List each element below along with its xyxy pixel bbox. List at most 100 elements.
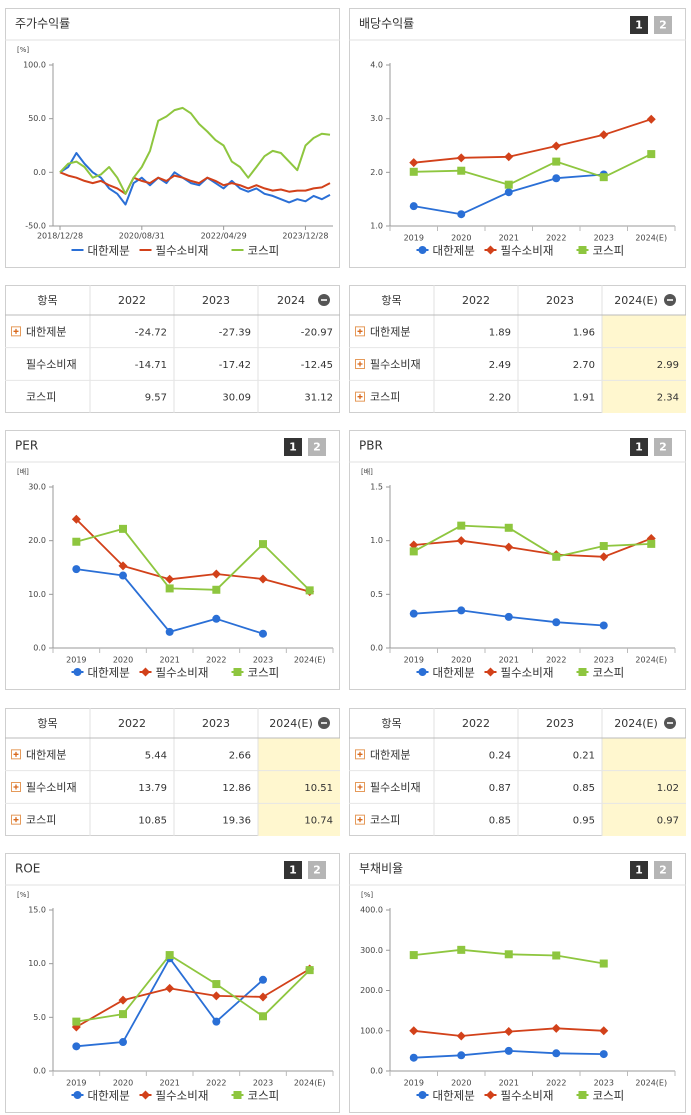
expand-icon[interactable] [13, 328, 19, 334]
y-tick-label: 0.0 [33, 1067, 46, 1076]
tab-label[interactable]: 2 [659, 441, 667, 454]
value-cell: 31.12 [304, 393, 333, 404]
expand-icon[interactable] [357, 817, 363, 823]
tab-label[interactable]: 2 [659, 19, 667, 32]
x-tick-label: 2021 [159, 1079, 179, 1088]
point-marker [165, 584, 174, 593]
point-marker [599, 552, 609, 562]
point-marker [599, 1050, 608, 1059]
tab-label[interactable]: 2 [313, 441, 321, 454]
tab-label[interactable]: 1 [635, 19, 643, 32]
tab-button[interactable] [630, 16, 648, 34]
legend-label: 필수소비재 [501, 666, 554, 680]
series-line [59, 106, 331, 195]
header-cell: 2023 [202, 717, 230, 730]
value-cell: -24.72 [135, 327, 167, 338]
tab-label[interactable]: 1 [635, 864, 643, 877]
series-line [76, 528, 311, 592]
highlight-cell [602, 803, 686, 836]
series-line [76, 954, 311, 1023]
row-label: 코스피 [370, 814, 400, 827]
panel [349, 853, 686, 1113]
series-line [59, 171, 331, 195]
value-cell: 0.85 [489, 816, 511, 827]
value-cell: 1.02 [657, 783, 679, 794]
point-marker [418, 246, 427, 254]
y-tick-label: 100.0 [360, 1026, 383, 1035]
y-tick-label: 400.0 [360, 906, 383, 915]
tab-button[interactable] [630, 438, 648, 456]
value-cell: 10.85 [138, 816, 167, 827]
panel-title: PER [15, 439, 38, 453]
value-cell: 0.97 [657, 816, 679, 827]
point-marker [646, 114, 656, 124]
tab-label[interactable]: 1 [635, 441, 643, 454]
tab-button[interactable] [630, 861, 648, 879]
expand-icon[interactable] [13, 784, 19, 790]
point-marker [71, 1022, 81, 1032]
panel [5, 853, 340, 1113]
point-marker [72, 537, 81, 546]
expand-icon[interactable] [13, 817, 19, 823]
highlight-cell [258, 803, 340, 836]
expand-icon[interactable] [357, 328, 363, 334]
expand-icon[interactable] [357, 361, 363, 367]
point-marker [258, 992, 268, 1002]
tab-label[interactable]: 1 [289, 441, 297, 454]
tab-button[interactable] [284, 438, 302, 456]
tab-button[interactable] [284, 861, 302, 879]
y-tick-label: 1.5 [370, 483, 383, 492]
point-marker [212, 980, 221, 989]
expand-icon[interactable] [13, 751, 19, 757]
tab-button[interactable] [654, 438, 672, 456]
point-marker [72, 1042, 81, 1051]
tab-label[interactable]: 1 [289, 864, 297, 877]
point-marker [258, 574, 268, 584]
tab-label[interactable]: 2 [313, 864, 321, 877]
point-marker [259, 975, 267, 984]
panel [349, 430, 686, 690]
point-marker [409, 1053, 418, 1062]
point-marker [211, 569, 221, 579]
point-marker [305, 966, 314, 975]
x-tick-label: 2021 [499, 656, 519, 665]
tab-button[interactable] [308, 861, 326, 879]
value-cell: 19.36 [222, 816, 251, 827]
legend-label: 대한제분 [433, 244, 475, 258]
x-tick-label: 2020 [113, 1079, 133, 1088]
tab-button[interactable] [654, 16, 672, 34]
point-marker [552, 157, 561, 166]
header-cell: 2023 [546, 294, 574, 307]
tab-button[interactable] [654, 861, 672, 879]
x-tick-label: 2023 [253, 656, 273, 665]
y-unit: [%] [17, 891, 29, 899]
highlight-cell [602, 380, 686, 413]
y-tick-label: 5.0 [33, 1013, 46, 1022]
legend-label: 필수소비재 [156, 666, 209, 680]
expand-icon[interactable] [357, 784, 363, 790]
point-marker [141, 1090, 150, 1100]
row-label: 대한제분 [26, 325, 66, 338]
point-marker [552, 174, 561, 183]
tab-label[interactable]: 2 [659, 864, 667, 877]
legend-label: 코스피 [593, 666, 625, 680]
y-tick-label: 1.0 [370, 536, 383, 545]
x-tick-label: 2018/12/28 [37, 232, 83, 241]
point-marker [599, 621, 608, 630]
legend-label: 필수소비재 [501, 244, 554, 258]
expand-icon[interactable] [357, 394, 363, 400]
point-marker [504, 1027, 514, 1037]
value-cell: 2.20 [489, 393, 511, 404]
value-cell: 13.79 [138, 783, 167, 794]
value-cell: 2.99 [657, 360, 679, 371]
value-cell: 0.24 [489, 750, 511, 761]
point-marker [578, 1091, 587, 1099]
legend-label: 코스피 [248, 244, 280, 258]
legend-label: 대한제분 [88, 244, 130, 258]
expand-icon[interactable] [357, 751, 363, 757]
value-cell: 12.86 [222, 783, 251, 794]
y-tick-label: 4.0 [370, 61, 383, 70]
tab-button[interactable] [308, 438, 326, 456]
point-marker [305, 586, 314, 595]
point-marker [504, 542, 514, 552]
